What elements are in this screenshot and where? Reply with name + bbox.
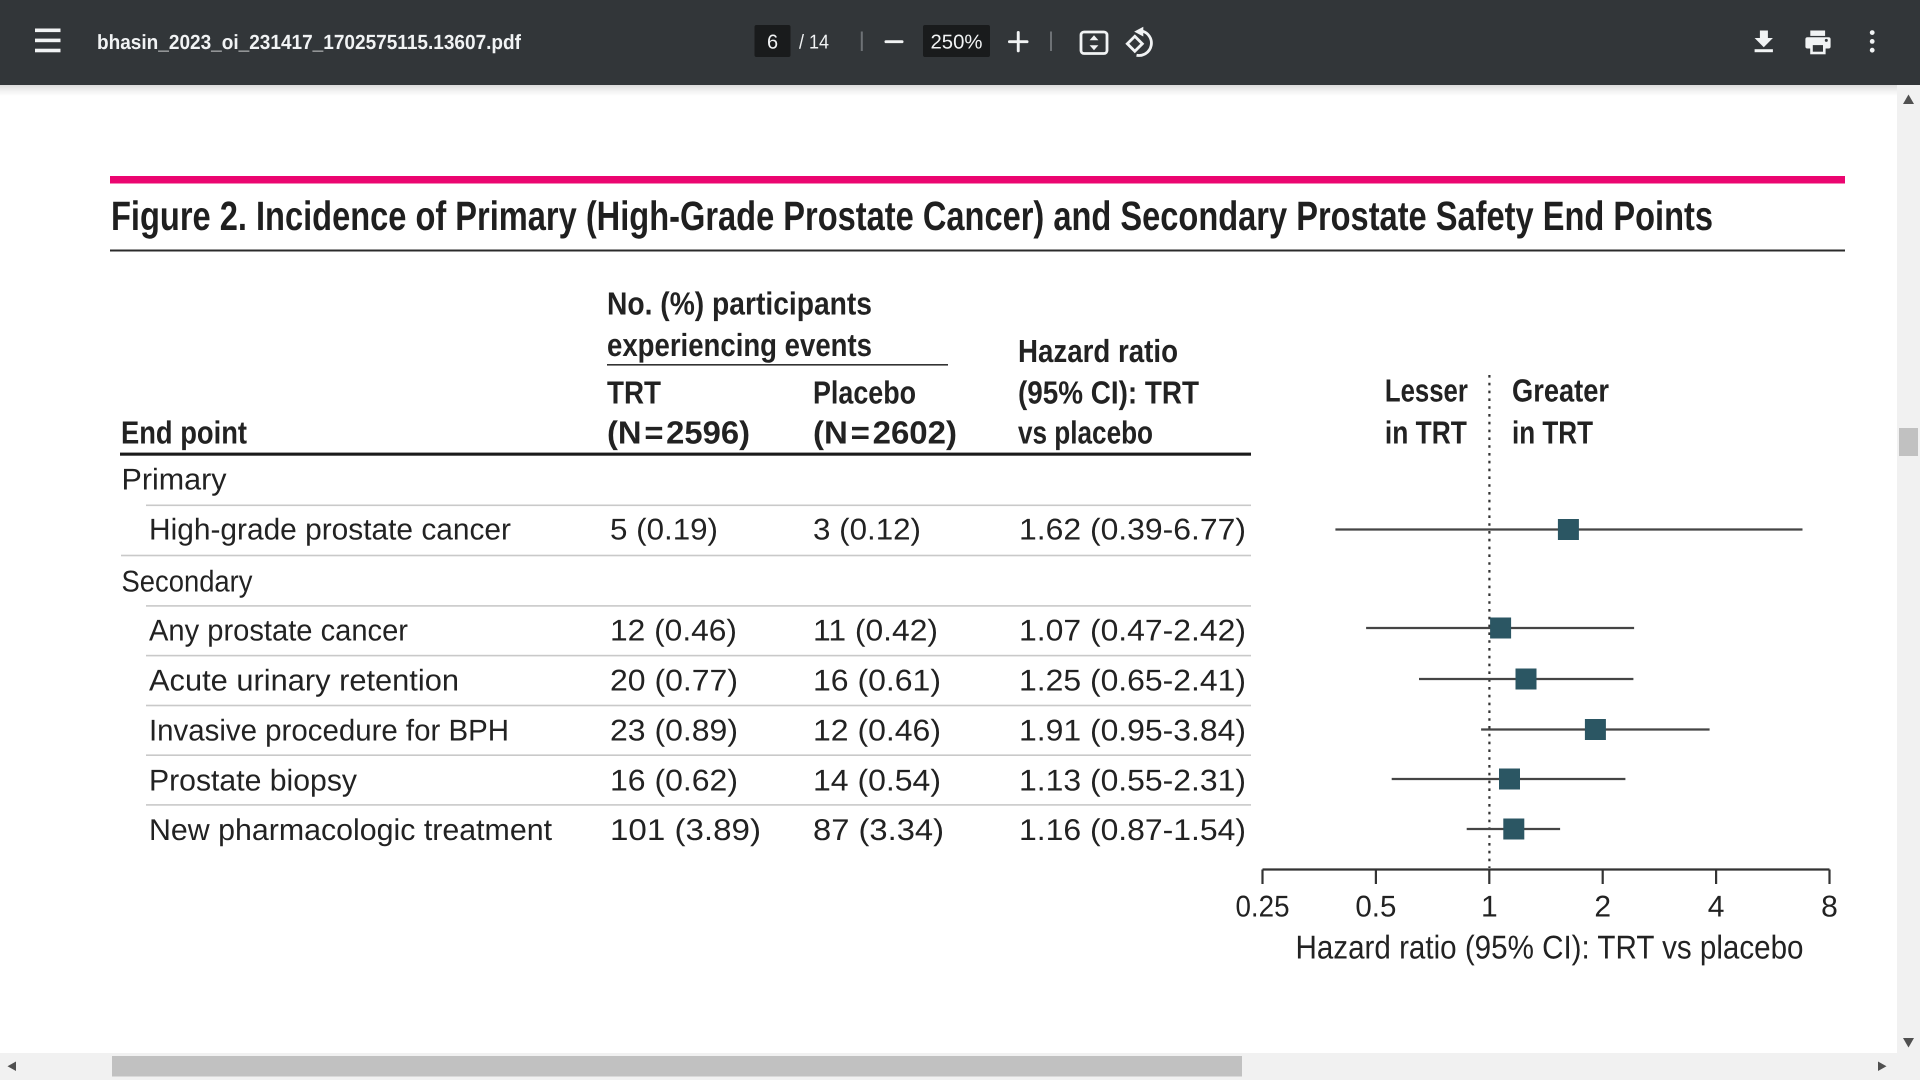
- svg-text:1.91 (0.95-3.84): 1.91 (0.95-3.84): [1019, 715, 1246, 748]
- svg-text:8: 8: [1821, 891, 1838, 924]
- svg-text:1.07 (0.47-2.42): 1.07 (0.47-2.42): [1019, 615, 1246, 648]
- svg-text:101 (3.89): 101 (3.89): [610, 814, 761, 847]
- svg-text:87 (3.34): 87 (3.34): [813, 814, 944, 847]
- svg-text:14 (0.54): 14 (0.54): [813, 765, 941, 798]
- svg-text:1.25 (0.65-2.41): 1.25 (0.65-2.41): [1019, 665, 1246, 698]
- svg-text:Primary: Primary: [122, 464, 227, 497]
- svg-text:16 (0.62): 16 (0.62): [610, 765, 738, 798]
- svg-text:1.13 (0.55-2.31): 1.13 (0.55-2.31): [1019, 765, 1246, 798]
- svg-text:Acute urinary retention: Acute urinary retention: [149, 665, 459, 698]
- svg-text:vs placebo: vs placebo: [1018, 415, 1153, 451]
- svg-text:Hazard ratio (95% CI): TRT vs: Hazard ratio (95% CI): TRT vs placebo: [1296, 929, 1804, 966]
- svg-text:New pharmacologic treatment: New pharmacologic treatment: [149, 814, 553, 847]
- svg-text:250%: 250%: [931, 32, 983, 54]
- svg-text:Hazard ratio: Hazard ratio: [1018, 333, 1178, 369]
- svg-text:4: 4: [1708, 891, 1725, 924]
- svg-text:(95% CI): TRT: (95% CI): TRT: [1018, 375, 1199, 411]
- svg-text:12 (0.46): 12 (0.46): [610, 615, 737, 648]
- svg-text:2: 2: [1594, 891, 1611, 924]
- svg-text:16 (0.61): 16 (0.61): [813, 665, 941, 698]
- svg-text:(N = 2602): (N = 2602): [813, 415, 957, 451]
- svg-text:Secondary: Secondary: [122, 566, 253, 599]
- svg-text:0.5: 0.5: [1355, 891, 1396, 924]
- svg-text:20 (0.77): 20 (0.77): [610, 665, 738, 698]
- svg-text:Prostate biopsy: Prostate biopsy: [149, 765, 357, 798]
- svg-text:in TRT: in TRT: [1385, 415, 1467, 451]
- svg-text:bhasin_2023_oi_231417_17025751: bhasin_2023_oi_231417_1702575115.13607.p…: [97, 31, 521, 54]
- svg-text:Invasive procedure for BPH: Invasive procedure for BPH: [149, 715, 509, 748]
- svg-text:6: 6: [767, 32, 778, 54]
- svg-text:/ 14: / 14: [799, 32, 829, 54]
- svg-text:TRT: TRT: [607, 375, 661, 411]
- svg-text:No. (%) participants: No. (%) participants: [607, 286, 872, 322]
- svg-text:3 (0.12): 3 (0.12): [813, 514, 921, 547]
- svg-text:High-grade prostate cancer: High-grade prostate cancer: [149, 514, 511, 547]
- svg-text:Lesser: Lesser: [1385, 373, 1468, 409]
- svg-text:in TRT: in TRT: [1512, 415, 1593, 451]
- svg-text:11 (0.42): 11 (0.42): [813, 615, 938, 648]
- svg-text:1.16 (0.87-1.54): 1.16 (0.87-1.54): [1019, 814, 1246, 847]
- svg-text:12 (0.46): 12 (0.46): [813, 715, 941, 748]
- svg-text:5 (0.19): 5 (0.19): [610, 514, 718, 547]
- svg-text:0.25: 0.25: [1236, 891, 1290, 924]
- svg-text:experiencing events: experiencing events: [607, 327, 872, 363]
- svg-text:Any prostate cancer: Any prostate cancer: [149, 615, 408, 648]
- svg-text:Greater: Greater: [1512, 373, 1609, 409]
- svg-text:Figure 2. Incidence of Primary: Figure 2. Incidence of Primary (High-Gra…: [111, 193, 1713, 239]
- svg-text:Placebo: Placebo: [813, 375, 916, 411]
- svg-text:1.62 (0.39-6.77): 1.62 (0.39-6.77): [1019, 514, 1246, 547]
- svg-text:23 (0.89): 23 (0.89): [610, 715, 738, 748]
- svg-text:End point: End point: [121, 415, 247, 451]
- svg-text:(N = 2596): (N = 2596): [607, 415, 750, 451]
- svg-text:1: 1: [1481, 891, 1498, 924]
